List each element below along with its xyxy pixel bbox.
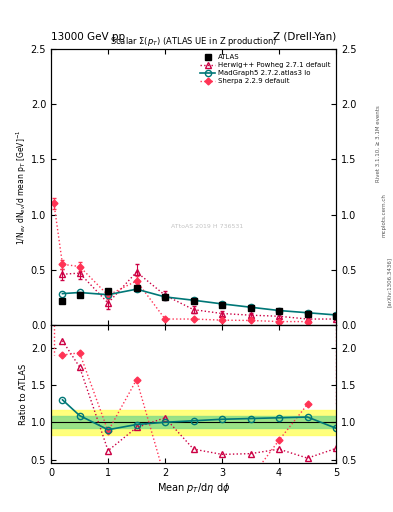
X-axis label: Mean $p_T$/d$\eta$ d$\phi$: Mean $p_T$/d$\eta$ d$\phi$: [157, 481, 230, 495]
Text: ATtoAS 2019 H 736531: ATtoAS 2019 H 736531: [171, 224, 243, 229]
Text: 13000 GeV pp: 13000 GeV pp: [51, 32, 125, 42]
Legend: ATLAS, Herwig++ Powheg 2.7.1 default, MadGraph5 2.7.2.atlas3 lo, Sherpa 2.2.9 de: ATLAS, Herwig++ Powheg 2.7.1 default, Ma…: [198, 52, 332, 87]
Y-axis label: Ratio to ATLAS: Ratio to ATLAS: [19, 364, 28, 425]
Text: Z (Drell-Yan): Z (Drell-Yan): [273, 32, 336, 42]
Text: [arXiv:1306.3436]: [arXiv:1306.3436]: [387, 257, 392, 307]
Y-axis label: 1/N$_{ev}$ dN$_{ev}$/d mean p$_T$ [GeV]$^{-1}$: 1/N$_{ev}$ dN$_{ev}$/d mean p$_T$ [GeV]$…: [15, 129, 29, 245]
Text: Rivet 3.1.10, ≥ 3.1M events: Rivet 3.1.10, ≥ 3.1M events: [376, 105, 380, 182]
Bar: [51, 416, 336, 428]
Bar: [51, 410, 336, 435]
Title: Scalar $\Sigma(p_T)$ (ATLAS UE in Z production): Scalar $\Sigma(p_T)$ (ATLAS UE in Z prod…: [110, 35, 277, 49]
Text: mcplots.cern.ch: mcplots.cern.ch: [382, 193, 387, 237]
